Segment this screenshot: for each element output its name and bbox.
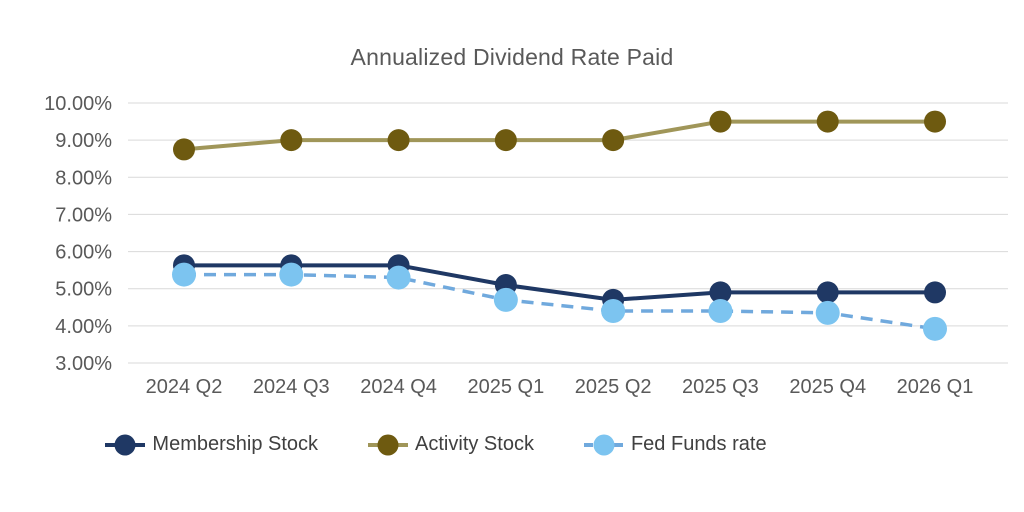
- activity-stock-line-marker-icon: [368, 434, 409, 455]
- legend-label-activity-stock: Activity Stock: [415, 433, 534, 455]
- legend-item-membership-stock: Membership Stock: [105, 433, 318, 456]
- x-axis-tick-label: 2024 Q2: [146, 376, 223, 398]
- fed-funds-rate-line-marker-icon: [583, 434, 624, 455]
- data-point-marker: [816, 281, 839, 304]
- x-axis-tick-label: 2025 Q3: [682, 376, 759, 398]
- y-axis-tick-label: 5.00%: [55, 279, 112, 301]
- y-axis-tick-label: 6.00%: [55, 242, 112, 264]
- data-point-marker: [815, 300, 840, 325]
- legend-label-fed-funds-rate: Fed Funds rate: [630, 433, 767, 455]
- data-point-marker: [280, 129, 303, 152]
- data-point-marker: [602, 129, 625, 152]
- data-point-marker: [494, 129, 517, 152]
- data-point-marker: [173, 138, 195, 161]
- series-line: [184, 263, 935, 302]
- data-point-marker: [386, 265, 411, 290]
- series-line: [184, 272, 936, 331]
- series-line: [183, 119, 935, 152]
- data-point-marker: [924, 281, 946, 304]
- x-axis-tick-label: 2025 Q2: [575, 376, 652, 398]
- data-point-marker: [708, 299, 733, 323]
- x-axis-tick-label: 2024 Q4: [360, 376, 437, 398]
- y-axis-tick-label: 8.00%: [55, 167, 112, 189]
- data-point-marker: [923, 316, 947, 341]
- data-point-marker: [493, 287, 518, 312]
- x-axis-tick-label: 2025 Q1: [467, 376, 544, 398]
- legend-item-fed-funds-rate: Fed Funds rate: [583, 433, 767, 456]
- membership-stock-line-marker-icon: [105, 434, 146, 455]
- data-point-marker: [709, 110, 732, 133]
- data-point-marker: [924, 110, 946, 133]
- data-point-marker: [279, 262, 304, 287]
- data-point-marker: [172, 262, 196, 287]
- legend: Membership Stock Activity Stock Fed Fund…: [0, 433, 948, 456]
- chart-title: Annualized Dividend Rate Paid: [350, 44, 674, 70]
- y-axis-tick-label: 9.00%: [55, 130, 112, 152]
- x-axis-tick-label: 2025 Q4: [789, 376, 866, 398]
- data-point-marker: [709, 281, 732, 304]
- data-point-marker: [601, 299, 626, 323]
- y-axis-tick-label: 4.00%: [55, 316, 112, 338]
- legend-item-activity-stock: Activity Stock: [368, 433, 534, 456]
- y-axis-tick-label: 3.00%: [55, 353, 112, 375]
- y-axis-tick-label: 10.00%: [44, 93, 112, 115]
- y-axis-tick-label: 7.00%: [55, 204, 112, 226]
- x-axis-tick-label: 2026 Q1: [897, 376, 974, 398]
- x-axis-tick-label: 2024 Q3: [253, 376, 330, 398]
- data-point-marker: [816, 110, 839, 133]
- legend-label-membership-stock: Membership Stock: [152, 433, 319, 455]
- data-point-marker: [387, 129, 410, 152]
